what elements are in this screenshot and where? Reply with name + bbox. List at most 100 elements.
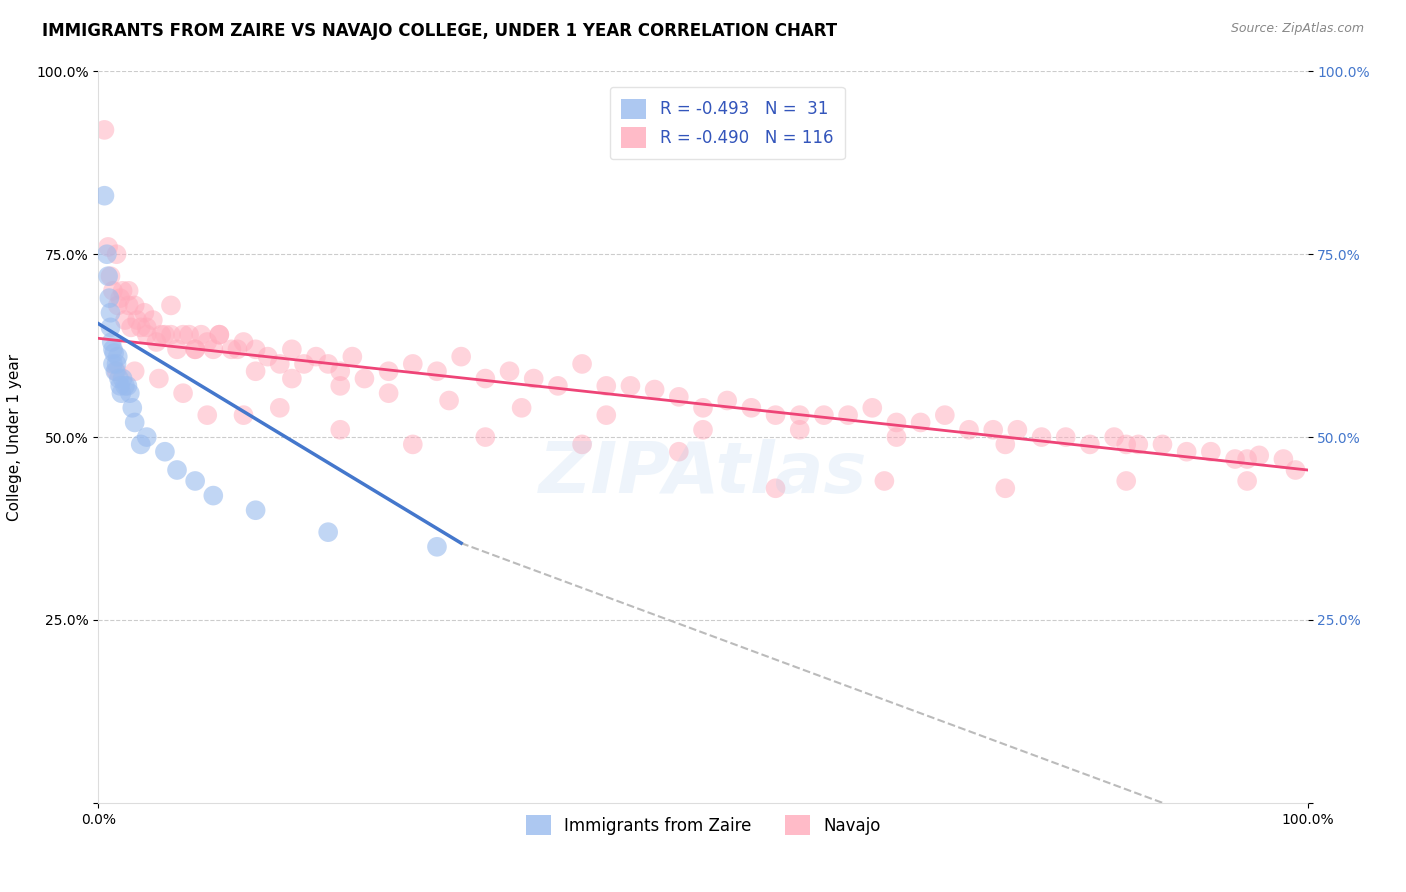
Point — [245, 364, 267, 378]
Point — [329, 364, 352, 378]
Point — [153, 327, 176, 342]
Point — [437, 393, 460, 408]
Point — [1152, 437, 1174, 451]
Point — [910, 416, 932, 430]
Point — [860, 401, 883, 415]
Point — [135, 327, 157, 342]
Point — [148, 371, 170, 385]
Point — [202, 489, 225, 503]
Point — [668, 390, 690, 404]
Point — [692, 423, 714, 437]
Point — [105, 364, 128, 378]
Y-axis label: College, Under 1 year: College, Under 1 year — [7, 353, 22, 521]
Point — [111, 284, 134, 298]
Point — [426, 540, 449, 554]
Point — [118, 298, 141, 312]
Point — [329, 379, 352, 393]
Point — [292, 357, 315, 371]
Point — [245, 503, 267, 517]
Point — [281, 371, 304, 385]
Point — [184, 343, 207, 357]
Point — [837, 408, 859, 422]
Point — [269, 357, 291, 371]
Point — [232, 408, 254, 422]
Point — [221, 343, 243, 357]
Point — [595, 408, 617, 422]
Point — [104, 364, 127, 378]
Legend: Immigrants from Zaire, Navajo: Immigrants from Zaire, Navajo — [519, 808, 887, 842]
Point — [153, 444, 176, 458]
Point — [644, 383, 666, 397]
Point — [110, 386, 132, 401]
Point — [202, 343, 225, 357]
Point — [1223, 452, 1246, 467]
Text: Source: ZipAtlas.com: Source: ZipAtlas.com — [1230, 22, 1364, 36]
Point — [886, 416, 908, 430]
Point — [166, 463, 188, 477]
Point — [190, 327, 212, 342]
Point — [150, 327, 173, 342]
Text: ZIPAtlas: ZIPAtlas — [538, 439, 868, 508]
Point — [105, 357, 128, 371]
Point — [402, 437, 425, 451]
Point — [160, 298, 183, 312]
Point — [184, 474, 207, 488]
Point — [1115, 437, 1137, 451]
Point — [100, 334, 122, 349]
Point — [450, 350, 472, 364]
Point — [195, 408, 218, 422]
Point — [101, 284, 124, 298]
Point — [172, 386, 194, 401]
Point — [342, 350, 364, 364]
Point — [981, 423, 1004, 437]
Point — [117, 379, 139, 393]
Point — [547, 379, 569, 393]
Point — [281, 343, 304, 357]
Point — [226, 343, 249, 357]
Point — [111, 371, 134, 385]
Point — [100, 306, 122, 320]
Point — [135, 430, 157, 444]
Point — [813, 408, 835, 422]
Point — [474, 430, 496, 444]
Point — [114, 313, 136, 327]
Point — [873, 474, 896, 488]
Point — [595, 379, 617, 393]
Point — [765, 481, 787, 495]
Point — [101, 357, 124, 371]
Point — [523, 371, 546, 385]
Point — [316, 357, 339, 371]
Point — [118, 284, 141, 298]
Point — [100, 320, 122, 334]
Point — [1272, 452, 1295, 467]
Point — [107, 298, 129, 312]
Point — [377, 386, 399, 401]
Point — [1284, 463, 1306, 477]
Point — [93, 188, 115, 202]
Point — [1236, 452, 1258, 467]
Point — [1115, 474, 1137, 488]
Point — [716, 393, 738, 408]
Point — [1175, 444, 1198, 458]
Point — [994, 481, 1017, 495]
Point — [142, 313, 165, 327]
Point — [160, 327, 183, 342]
Point — [668, 444, 690, 458]
Point — [353, 371, 375, 385]
Point — [179, 327, 201, 342]
Point — [474, 371, 496, 385]
Point — [208, 327, 231, 342]
Point — [316, 525, 339, 540]
Point — [934, 408, 956, 422]
Point — [1199, 444, 1222, 458]
Point — [1249, 448, 1271, 462]
Point — [105, 247, 128, 261]
Point — [498, 364, 520, 378]
Point — [1102, 430, 1125, 444]
Point — [1128, 437, 1150, 451]
Point — [740, 401, 762, 415]
Point — [1031, 430, 1053, 444]
Point — [994, 437, 1017, 451]
Point — [100, 269, 122, 284]
Point — [108, 379, 131, 393]
